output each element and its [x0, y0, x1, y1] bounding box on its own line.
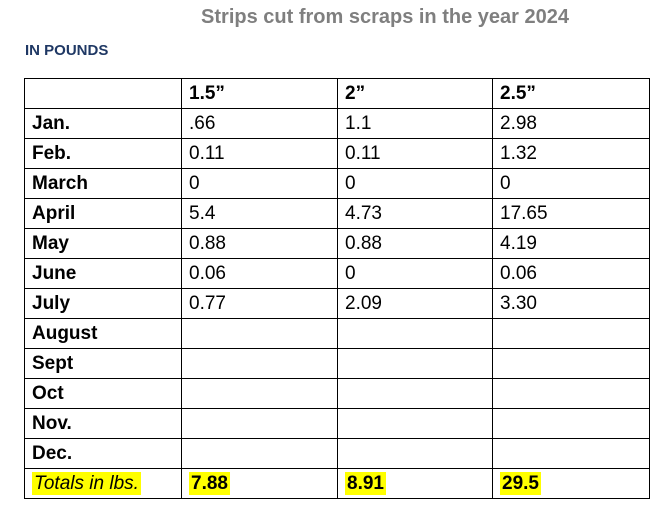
table-cell — [492, 438, 650, 469]
total-2-inch: 8.91 — [345, 471, 386, 495]
table-row: Nov. — [24, 408, 650, 439]
table-cell — [492, 348, 650, 379]
month-label: Sept — [24, 348, 182, 379]
table-cell: 0.11 — [181, 138, 338, 169]
month-label: July — [24, 288, 182, 319]
table-cell — [492, 378, 650, 409]
totals-row: Totals in lbs. 7.88 8.91 29.5 — [24, 468, 650, 499]
table-row: August — [24, 318, 650, 349]
table-row: Feb. 0.11 0.11 1.32 — [24, 138, 650, 169]
table-cell: 4.19 — [492, 228, 650, 259]
month-label: June — [24, 258, 182, 289]
table-cell: 0.88 — [181, 228, 338, 259]
header-row: 1.5” 2” 2.5” — [24, 78, 650, 109]
table-row: May 0.88 0.88 4.19 — [24, 228, 650, 259]
table-cell — [337, 438, 493, 469]
table-cell — [181, 438, 338, 469]
month-label: August — [24, 318, 182, 349]
totals-cell: 7.88 — [181, 468, 338, 499]
month-label: Feb. — [24, 138, 182, 169]
page-title: Strips cut from scraps in the year 2024 — [201, 6, 569, 28]
table-cell — [492, 408, 650, 439]
strips-table: 1.5” 2” 2.5” Jan. .66 1.1 2.98 Feb. 0.11… — [24, 78, 650, 499]
month-label: March — [24, 168, 182, 199]
table-row: March 0 0 0 — [24, 168, 650, 199]
table-row: Sept — [24, 348, 650, 379]
table-cell: 0.06 — [181, 258, 338, 289]
table-cell: 2.09 — [337, 288, 493, 319]
totals-label: Totals in lbs. — [32, 471, 141, 495]
header-cell-corner — [24, 78, 182, 109]
table-cell: 17.65 — [492, 198, 650, 229]
month-label: Jan. — [24, 108, 182, 139]
table-cell — [337, 378, 493, 409]
table-cell: 3.30 — [492, 288, 650, 319]
table-cell: .66 — [181, 108, 338, 139]
table-cell: 4.73 — [337, 198, 493, 229]
month-label: Oct — [24, 378, 182, 409]
total-2-5-inch: 29.5 — [500, 471, 541, 495]
table-cell — [492, 318, 650, 349]
table-cell: 1.32 — [492, 138, 650, 169]
header-cell-2-inch: 2” — [337, 78, 493, 109]
table-cell: 0.77 — [181, 288, 338, 319]
table-cell: 1.1 — [337, 108, 493, 139]
table-row: Oct — [24, 378, 650, 409]
month-label: Dec. — [24, 438, 182, 469]
header-cell-1-5-inch: 1.5” — [181, 78, 338, 109]
table-cell: 0.06 — [492, 258, 650, 289]
totals-label-cell: Totals in lbs. — [24, 468, 182, 499]
table-row: Dec. — [24, 438, 650, 469]
table-cell: 0 — [181, 168, 338, 199]
table-cell: 0 — [492, 168, 650, 199]
total-1-5-inch: 7.88 — [189, 471, 230, 495]
table-row: July 0.77 2.09 3.30 — [24, 288, 650, 319]
table-row: April 5.4 4.73 17.65 — [24, 198, 650, 229]
table-cell — [181, 378, 338, 409]
month-label: Nov. — [24, 408, 182, 439]
month-label: May — [24, 228, 182, 259]
table-cell — [181, 318, 338, 349]
header-cell-2-5-inch: 2.5” — [492, 78, 650, 109]
table-cell: 0 — [337, 258, 493, 289]
table-cell — [181, 408, 338, 439]
totals-cell: 29.5 — [492, 468, 650, 499]
unit-subtitle: IN POUNDS — [25, 42, 109, 59]
table-cell — [337, 348, 493, 379]
table-cell: 0.88 — [337, 228, 493, 259]
table-cell: 0 — [337, 168, 493, 199]
totals-cell: 8.91 — [337, 468, 493, 499]
table-cell — [337, 408, 493, 439]
table-cell: 5.4 — [181, 198, 338, 229]
month-label: April — [24, 198, 182, 229]
table-cell — [337, 318, 493, 349]
table-row: Jan. .66 1.1 2.98 — [24, 108, 650, 139]
table-cell — [181, 348, 338, 379]
table-cell: 0.11 — [337, 138, 493, 169]
table-row: June 0.06 0 0.06 — [24, 258, 650, 289]
table-cell: 2.98 — [492, 108, 650, 139]
